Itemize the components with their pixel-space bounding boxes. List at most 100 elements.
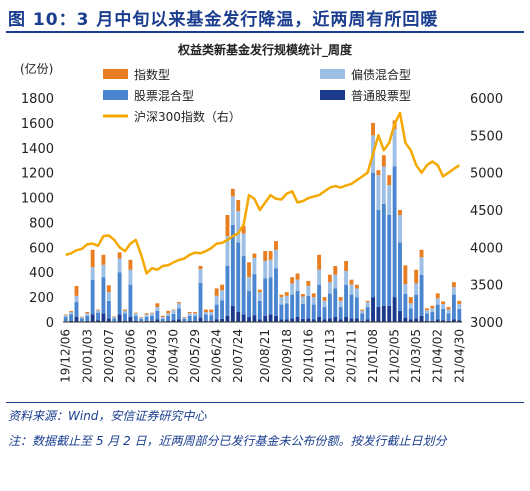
bar-segment: [451, 319, 456, 322]
bar-segment: [133, 320, 138, 322]
bar-segment: [414, 294, 419, 319]
bar-segment: [387, 305, 392, 322]
bar-segment: [354, 288, 359, 298]
bar-segment: [236, 211, 241, 243]
bar-segment: [457, 300, 462, 304]
bar-segment: [252, 274, 257, 316]
x-axis: 19/12/06 20/01/03 20/02/07 20/03/06 20/04/03…: [59, 321, 466, 383]
bar-segment: [90, 249, 95, 268]
bar-segment: [144, 320, 149, 322]
bar-segment: [252, 253, 257, 258]
bar-segment: [381, 305, 386, 322]
bar-segment: [123, 309, 127, 311]
bar-segment: [139, 317, 144, 318]
bar-segment: [63, 317, 68, 322]
bar-segment: [241, 314, 246, 322]
bar-segment: [371, 297, 375, 322]
csi300-line: [65, 111, 461, 275]
bar-segment: [69, 314, 74, 321]
bar-segment: [155, 319, 160, 322]
bar-segment: [123, 320, 127, 322]
figure-title: 图 10：3 月中旬以来基金发行降温，近两周有所回暖: [8, 10, 439, 30]
bar-segment: [274, 249, 278, 269]
right-tick-label: 3500: [470, 279, 503, 294]
left-tick-label: 600: [29, 241, 54, 256]
bar-segment: [408, 303, 413, 309]
bar-segment: [290, 318, 295, 322]
bar-segment: [263, 315, 268, 322]
bar-segment: [430, 308, 435, 313]
bar-segment: [414, 283, 419, 295]
bar-segment: [112, 317, 117, 319]
left-tick-label: 400: [29, 266, 54, 281]
bar-segment: [306, 318, 311, 322]
x-tick-label: 20/12/11: [345, 329, 359, 383]
bar-segment: [247, 262, 251, 278]
bar-segment: [90, 314, 95, 322]
bar-segment: [225, 315, 230, 322]
bar-segment: [344, 317, 349, 322]
bar-segment: [182, 317, 187, 319]
bar-segment: [230, 196, 235, 225]
x-tick-label: 20/08/21: [258, 329, 272, 383]
bar-segment: [257, 289, 262, 293]
bar-segment: [176, 302, 181, 304]
bar-segment: [311, 304, 316, 320]
bar-segment: [106, 292, 111, 301]
bar-segment: [101, 277, 106, 314]
bar-segment: [198, 269, 203, 283]
bar-segment: [333, 317, 338, 322]
bar-segment: [166, 313, 171, 316]
bar-segment: [257, 292, 262, 301]
bar-segment: [419, 315, 424, 322]
bar-segment: [457, 303, 462, 309]
bar-segment: [150, 312, 154, 314]
x-tick-label: 20/02/07: [102, 329, 116, 383]
bar-segment: [198, 317, 203, 322]
bar-segment: [230, 188, 235, 197]
bar-segment: [263, 261, 268, 279]
left-tick-label: 1600: [21, 117, 54, 132]
bar-segment: [187, 312, 192, 314]
bar-segment: [166, 315, 171, 321]
bar-segment: [451, 287, 456, 295]
bar-segment: [236, 312, 241, 322]
bar-segment: [133, 313, 138, 316]
bar-segment: [225, 266, 230, 316]
bar-segment: [301, 318, 305, 322]
bar-segment: [69, 320, 74, 322]
bar-segment: [209, 320, 214, 322]
bar-segment: [187, 315, 192, 321]
bar-segment: [425, 320, 429, 322]
bar-segment: [322, 307, 327, 320]
right-tick-label: 5500: [470, 129, 503, 144]
bar-segment: [344, 261, 349, 271]
bar-segment: [403, 265, 408, 285]
bar-segment: [171, 320, 176, 322]
bar-segment: [301, 294, 305, 297]
legend-label-index: 指数型: [134, 67, 170, 82]
bar-segment: [263, 251, 268, 262]
bar-segment: [284, 295, 289, 304]
bar-segment: [398, 214, 402, 243]
fund-issuance-chart: 权益类新基金发行规模统计_周度 指数型 偏债混合型 股票混合型 普通股票型 沪深…: [20, 42, 503, 383]
bar-segment: [371, 122, 375, 136]
bar-segment: [176, 308, 181, 320]
bar-segment: [144, 314, 149, 318]
bar-segment: [435, 293, 440, 299]
bar-segment: [166, 310, 171, 314]
bar-segment: [365, 300, 370, 303]
bar-segment: [187, 313, 192, 316]
y-axis-unit-label: (亿份): [20, 61, 53, 76]
bar-segment: [371, 172, 375, 298]
bar-segment: [150, 313, 154, 316]
legend-swatch-common-stock: [320, 90, 345, 100]
bar-segment: [203, 312, 208, 315]
bar-segment: [101, 264, 106, 278]
bar-segment: [451, 294, 456, 320]
bar-segment: [241, 226, 246, 234]
bar-segment: [214, 319, 219, 322]
bar-segment: [338, 307, 343, 320]
bar-segment: [74, 317, 79, 322]
bar-segment: [220, 300, 224, 319]
